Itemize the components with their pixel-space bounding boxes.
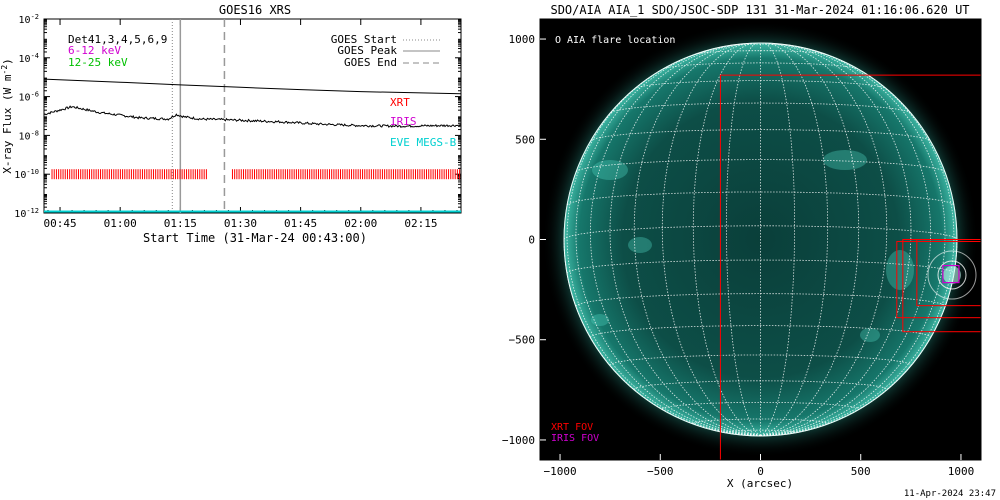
grid-line [692, 42, 761, 436]
grid-line [760, 42, 829, 436]
y-tick-label: 10-8 [19, 129, 39, 142]
legend-detectors: Det41,3,4,5,6,9 [68, 33, 167, 46]
grid-line [760, 42, 795, 436]
aia-title: SDO/AIA AIA_1 SDO/JSOC-SDP 131 31-Mar-20… [550, 3, 969, 17]
instrument-coverage [44, 169, 461, 213]
x-tick-label: 00:45 [43, 217, 76, 230]
x-tick-label: 02:00 [344, 217, 377, 230]
goes-series [43, 78, 462, 128]
goes-long-series [43, 78, 462, 95]
aia-xlabel: X (arcsec) [727, 477, 793, 490]
grid-line [610, 102, 911, 113]
aia-y-tick-label: 1000 [509, 33, 536, 46]
grid-line [726, 42, 761, 436]
y-tick-label: 10-12 [14, 207, 39, 220]
grid-line [590, 129, 931, 142]
flare-location-label: O AIA flare location [555, 35, 675, 46]
y-tick-label: 10-6 [19, 91, 39, 104]
goes-xlabel: Start Time (31-Mar-24 00:43:00) [143, 231, 367, 245]
grid-line [760, 59, 955, 436]
goes-short-series [43, 105, 462, 128]
aia-x-tick-label: 0 [757, 465, 764, 478]
aia-x-tick-label: −1000 [543, 465, 576, 478]
xrt-fov-label: XRT FOV [551, 422, 593, 433]
iris-fov-label: IRIS FOV [551, 433, 599, 444]
x-tick-label: 01:15 [164, 217, 197, 230]
grid-line [609, 354, 912, 366]
grid-line [760, 43, 888, 436]
goes-x-axis: 00:45 01:00 01:15 01:30 01:45 02:00 02:15 [43, 19, 458, 230]
grid-line [566, 59, 761, 436]
aia-x-tick-label: 500 [851, 465, 871, 478]
footer-timestamp: 11-Apr-2024 23:47 [904, 489, 996, 499]
x-tick-label: 01:00 [104, 217, 137, 230]
aia-panel: SDO/AIA AIA_1 SDO/JSOC-SDP 131 31-Mar-20… [502, 3, 982, 490]
grid-line [609, 44, 761, 436]
flare-bright-region [927, 250, 977, 300]
aia-y-tick-label: −1000 [502, 434, 535, 447]
aia-x-tick-label: −500 [647, 465, 674, 478]
grid-line [661, 43, 761, 436]
aia-y-tick-label: −500 [509, 334, 536, 347]
goes-title: GOES16 XRS [219, 3, 291, 17]
x-tick-label: 01:30 [224, 217, 257, 230]
goes-ylabel: X-ray Flux (W m-2) [0, 58, 14, 174]
legend-6-12-kev: 6-12 keV [68, 44, 121, 57]
grid-line [575, 159, 946, 173]
x-tick-label: 02:15 [404, 217, 437, 230]
aia-y-tick-label: 0 [528, 234, 535, 247]
y-tick-label: 10-4 [19, 52, 39, 65]
legend-goes-start: GOES Start [331, 33, 397, 46]
grid-line [760, 43, 860, 436]
y-tick-label: 10-2 [19, 13, 39, 26]
grid-line [760, 44, 912, 436]
active-region-glow [591, 150, 914, 342]
aia-y-tick-label: 500 [515, 133, 535, 146]
legend-12-25-kev: 12-25 keV [68, 56, 128, 69]
aia-image [542, 21, 981, 460]
legend-goes-peak: GOES Peak [337, 44, 397, 57]
grid-line [589, 44, 761, 436]
aia-x-tick-label: 1000 [948, 465, 975, 478]
iris-fov-box [942, 264, 960, 284]
grid-line [726, 429, 795, 433]
grid-line [760, 44, 932, 436]
grid-line [760, 46, 946, 436]
label-eve: EVE MEGS-B [390, 136, 457, 149]
xrt-fov-box [719, 74, 981, 460]
grid-line [694, 50, 827, 55]
x-tick-label: 01:45 [284, 217, 317, 230]
y-tick-label: 10-10 [14, 168, 39, 181]
label-iris: IRIS [390, 115, 417, 128]
legend-goes-end: GOES End [344, 56, 397, 69]
grid-line [567, 191, 954, 206]
goes-y-axis: 10-12 10-10 10-8 10-6 10-4 10-2 [14, 13, 461, 220]
aia-axes: −1000 −500 0 500 1000 1000 500 0 −500 −1000 [502, 33, 974, 478]
grid-line [575, 46, 761, 436]
label-xrt: XRT [390, 96, 410, 109]
heliographic-grid [563, 42, 958, 437]
xrt-fov-box [916, 239, 981, 307]
grid-line [633, 43, 761, 436]
goes-panel: GOES16 XRS 10-12 10-10 10-8 10-6 10-4 10-2 00… [0, 3, 462, 245]
